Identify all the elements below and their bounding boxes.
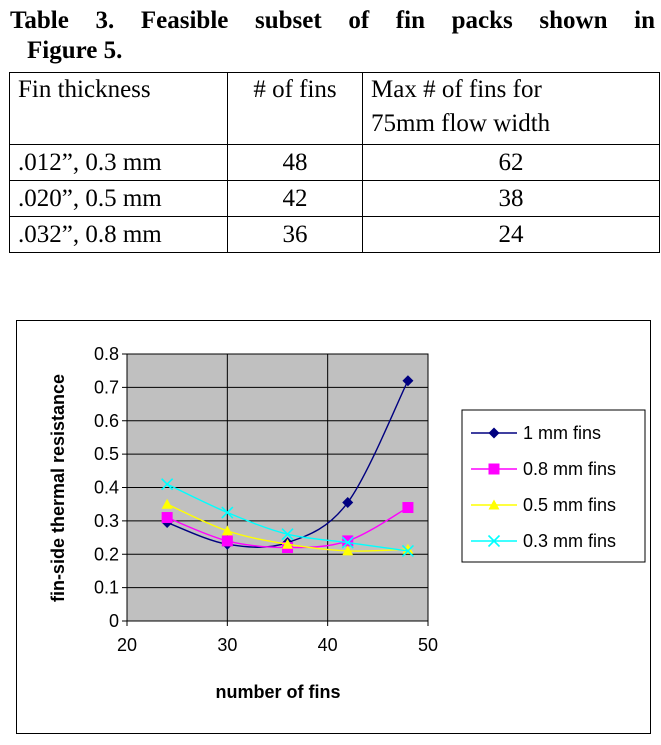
cell-num-fins: 36 <box>227 216 363 253</box>
y-axis-label: fin-side thermal resistance <box>48 374 68 602</box>
table-header-row: Fin thickness # of fins Max # of fins fo… <box>9 72 660 145</box>
cell-thickness: .012”, 0.3 mm <box>9 144 228 181</box>
data-point <box>161 478 174 491</box>
data-point <box>342 535 354 547</box>
legend-marker <box>487 534 501 548</box>
y-tick-label: 0.6 <box>94 411 119 431</box>
header-fin-thickness: Fin thickness <box>9 72 228 145</box>
legend-label: 1 mm fins <box>523 423 601 443</box>
caption-line-1: Table 3. Feasible subset of fin packs sh… <box>10 7 655 34</box>
data-point <box>282 538 294 549</box>
y-tick-label: 0.1 <box>94 578 119 598</box>
marker-stroke <box>341 536 354 549</box>
legend-label: 0.3 mm fins <box>523 531 616 551</box>
y-tick-label: 0.4 <box>94 478 119 498</box>
data-point <box>341 536 354 549</box>
legend-label: 0.8 mm fins <box>523 459 616 479</box>
x-axis-label: number of fins <box>216 682 341 702</box>
marker-stroke <box>161 478 174 491</box>
legend-label: 0.5 mm fins <box>523 495 616 515</box>
data-point <box>402 502 414 514</box>
plot-area: 0 0.1 0.2 0.3 0.4 0.5 0.6 0.7 0.8 20 30 40 50 <box>94 344 438 655</box>
cell-thickness: .020”, 0.5 mm <box>9 180 228 217</box>
data-point <box>401 544 414 557</box>
x-tick-label: 50 <box>418 635 438 655</box>
data-point <box>161 498 173 509</box>
data-point <box>342 497 354 509</box>
y-tick-label: 0.8 <box>94 344 119 364</box>
legend-box <box>461 409 646 563</box>
marker-stroke <box>401 544 414 557</box>
header-max-fins: Max # of fins for 75mm flow width <box>362 72 660 145</box>
table-row: .032”, 0.8 mm 36 24 <box>9 216 660 253</box>
cell-thickness: .032”, 0.8 mm <box>9 216 228 253</box>
caption-line-2: Figure 5. <box>27 37 123 64</box>
y-tick-label: 0.7 <box>94 377 119 397</box>
x-tick-label: 20 <box>117 635 137 655</box>
legend: 1 mm fins 0.8 mm fins 0.5 mm fins 0.3 mm fi… <box>461 409 646 563</box>
x-tick-label: 40 <box>318 635 338 655</box>
data-point <box>161 512 173 524</box>
data-point <box>221 525 233 536</box>
data-point <box>221 535 233 547</box>
x-tick-label: 30 <box>217 635 237 655</box>
y-tick-label: 0.2 <box>94 544 119 564</box>
table-row: .020”, 0.5 mm 42 38 <box>9 180 660 217</box>
fin-pack-table: Fin thickness # of fins Max # of fins fo… <box>9 72 660 253</box>
legend-marker <box>488 499 500 510</box>
legend-marker <box>488 427 500 439</box>
data-point <box>402 543 414 554</box>
cell-max-fins: 62 <box>362 144 660 181</box>
marker-stroke <box>281 528 294 541</box>
header-max-fins-line2: 75mm flow width <box>371 110 551 137</box>
y-tick-label: 0 <box>109 611 119 631</box>
header-max-fins-line1: Max # of fins for <box>371 76 542 103</box>
marker-stroke <box>221 506 234 519</box>
legend-marker <box>488 463 500 475</box>
y-tick-label: 0.5 <box>94 444 119 464</box>
marker-stroke <box>487 534 501 548</box>
cell-max-fins: 24 <box>362 216 660 253</box>
cell-max-fins: 38 <box>362 180 660 217</box>
y-tick-label: 0.3 <box>94 511 119 531</box>
data-point <box>402 375 414 387</box>
data-point <box>221 506 234 519</box>
table-caption: Table 3. Feasible subset of fin packs sh… <box>10 6 655 66</box>
plot-border <box>126 353 429 622</box>
chart-frame <box>16 320 651 734</box>
data-point <box>342 545 354 556</box>
table-row: .012”, 0.3 mm 48 62 <box>9 144 660 181</box>
data-point <box>281 528 294 541</box>
series-line <box>166 380 409 548</box>
